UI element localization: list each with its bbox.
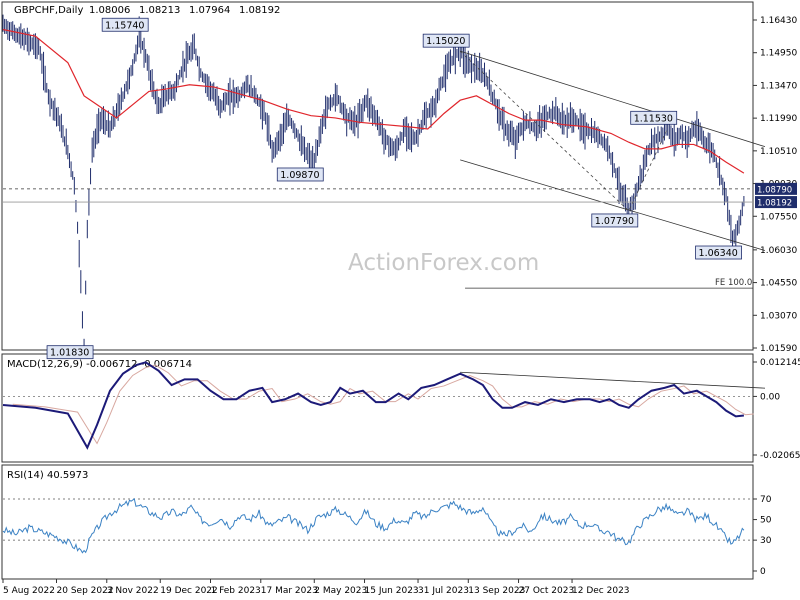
price-y-tick-label: 1.10510: [760, 147, 797, 157]
x-axis-label: 2 May 2023: [314, 586, 367, 596]
x-axis-label: 12 Dec 2023: [572, 586, 630, 596]
rsi-line: [2, 497, 745, 554]
price-y-tick-label: 1.01590: [760, 344, 797, 354]
x-axis-label: 5 Aug 2022: [3, 586, 55, 596]
price-annotation-label: 1.01830: [50, 348, 89, 359]
price-annotation-box: [276, 167, 324, 182]
x-axis-label: 3 Nov 2022: [107, 586, 159, 596]
x-axis-label: 31 Jul 2023: [418, 586, 469, 596]
macd-y-tick-label: -0.020656: [760, 451, 800, 461]
price-y-tick-label: 1.04550: [760, 279, 797, 289]
price-header-open: 1.08006: [89, 5, 130, 16]
macd-line: [2, 361, 744, 450]
x-axis-label: 17 Mar 2023: [261, 586, 318, 596]
macd-title: MACD(12,26,9) -0.006712 -0.006714: [7, 359, 192, 370]
macd-trendline: [460, 371, 765, 389]
price-y-tick-label: 1.06030: [760, 246, 797, 256]
price-y-tick-label: 1.03070: [760, 311, 797, 321]
price-header-high: 1.08213: [139, 5, 180, 16]
fe-line-label: FE 100.0: [715, 278, 752, 288]
price-annotation-box: [630, 110, 678, 125]
price-annotation-label: 1.15740: [105, 20, 144, 31]
price-annotation-label: 1.06340: [699, 248, 738, 259]
macd-signal-line: [12, 364, 754, 445]
watermark: ActionForex.com: [348, 250, 539, 276]
price-header-close: 1.08192: [239, 5, 280, 16]
macd-y-tick-label: 0.00: [760, 392, 780, 402]
price-level-tag: [755, 182, 797, 195]
price-y-tick-label: 1.13470: [760, 81, 797, 91]
rsi-y-tick-label: 70: [760, 495, 772, 505]
price-y-tick-label: 1.07550: [760, 212, 797, 222]
price-annotation-box: [46, 345, 94, 360]
price-panel: [1, 1, 754, 351]
price-y-tick-label: 1.11990: [760, 114, 797, 124]
price-y-tick-label: 1.14950: [760, 49, 797, 59]
price-annotation-box: [101, 17, 149, 32]
rsi-y-tick-label: 30: [760, 536, 772, 546]
channel-lower-line: [460, 159, 766, 251]
rsi-title: RSI(14) 40.5973: [7, 470, 88, 481]
price-annotation-label: 1.11530: [634, 113, 673, 124]
price-header-low: 1.07964: [189, 5, 230, 16]
price-level-tag-label: 1.08192: [757, 199, 792, 209]
price-annotation-box: [422, 33, 470, 48]
price-header-symbol: GBPCHF,Daily: [14, 5, 83, 16]
price-level-tag: [755, 196, 797, 209]
x-axis-label: 19 Dec 2022: [160, 586, 218, 596]
x-axis-label: 1 Feb 2023: [211, 586, 261, 596]
price-annotation-box: [695, 245, 742, 260]
rsi-y-tick-label: 50: [760, 516, 772, 526]
x-axis-label: 27 Oct 2023: [519, 586, 575, 596]
price-y-tick-label: 1.16430: [760, 16, 797, 26]
price-annotation-label: 1.09870: [280, 170, 319, 181]
x-axis-label: 15 Jun 2023: [365, 586, 419, 596]
rsi-panel: [1, 464, 754, 580]
channel-upper-line: [460, 50, 766, 148]
price-annotation-box: [591, 213, 639, 228]
price-annotation-label: 1.07790: [595, 216, 634, 227]
rsi-y-tick-label: 0: [760, 567, 766, 577]
x-axis-label: 13 Sep 2023: [468, 586, 525, 596]
macd-y-tick-label: 0.012145: [760, 358, 800, 368]
x-axis-label: 20 Sep 2022: [57, 586, 114, 596]
price-annotation-label: 1.15020: [426, 36, 465, 47]
price-level-tag-label: 1.08790: [757, 185, 792, 195]
moving-average-line: [2, 28, 745, 174]
macd-panel: [1, 353, 754, 463]
